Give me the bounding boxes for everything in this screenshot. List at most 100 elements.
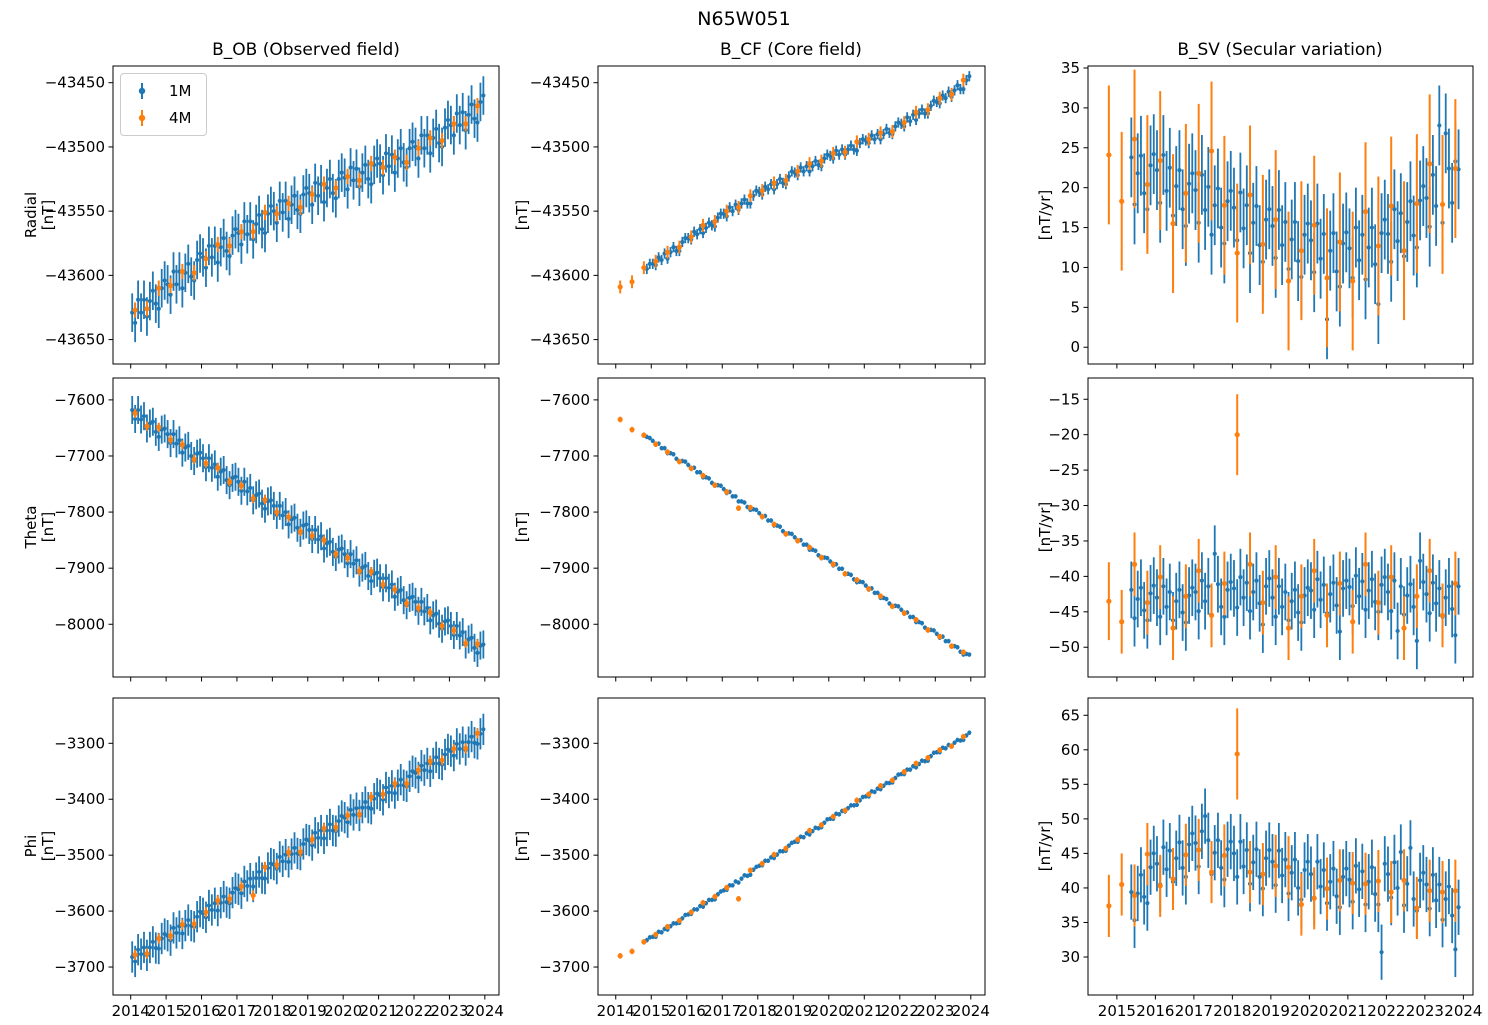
svg-text:−20: −20 [1048,426,1080,444]
svg-text:−30: −30 [1048,497,1080,515]
svg-text:40: 40 [1061,879,1080,897]
svg-text:2023: 2023 [430,1002,468,1020]
svg-text:−8000: −8000 [54,615,105,633]
svg-text:−7900: −7900 [539,559,590,577]
svg-text:65: 65 [1061,706,1080,724]
svg-text:−43450: −43450 [45,74,105,92]
series-4m-theta-ob [132,408,481,649]
svg-text:2016: 2016 [668,1002,706,1020]
svg-text:2018: 2018 [1213,1002,1251,1020]
svg-text:−3700: −3700 [54,958,105,976]
svg-text:30: 30 [1061,948,1080,966]
svg-text:45: 45 [1061,844,1080,862]
svg-text:−25: −25 [1048,461,1080,479]
subplot-phi-ob: 2014201520162017201820192020202120222023… [54,697,504,1020]
svg-text:−3500: −3500 [539,846,590,864]
subplot-radial-cf: −43650 −43600 −43550 −43500 −43450 [530,65,986,369]
svg-text:−43450: −43450 [530,74,590,92]
subplot-theta-ob: −8000 −7900 −7800 −7700 −7600 [54,377,500,682]
svg-text:−7600: −7600 [539,391,590,409]
svg-text:0: 0 [1070,338,1080,356]
svg-text:−43650: −43650 [45,331,105,349]
svg-text:−3400: −3400 [539,790,590,808]
svg-text:50: 50 [1061,810,1080,828]
svg-text:−3700: −3700 [539,958,590,976]
svg-text:2021: 2021 [845,1002,883,1020]
legend-label-1m: 1M [169,82,192,100]
svg-text:−7800: −7800 [539,503,590,521]
svg-text:2018: 2018 [253,1002,291,1020]
svg-text:2021: 2021 [1329,1002,1367,1020]
svg-text:−7600: −7600 [54,391,105,409]
svg-text:35: 35 [1061,913,1080,931]
svg-text:2020: 2020 [810,1002,848,1020]
series-4m-theta-cf [617,416,967,656]
series-1m-radial-sv [1129,85,1461,360]
series-1m-phi-ob [130,713,486,978]
svg-text:5: 5 [1070,298,1080,316]
svg-text:−7900: −7900 [54,559,105,577]
series-4m-theta-sv [1106,394,1458,660]
svg-text:2017: 2017 [218,1002,256,1020]
svg-text:−43650: −43650 [530,331,590,349]
svg-text:2015: 2015 [147,1002,185,1020]
svg-text:20: 20 [1061,179,1080,197]
series-4m-phi-cf [617,733,967,959]
svg-text:−3500: −3500 [54,846,105,864]
svg-text:35: 35 [1061,59,1080,77]
svg-text:−35: −35 [1048,532,1080,550]
svg-text:−43600: −43600 [530,266,590,284]
svg-text:2020: 2020 [1290,1002,1328,1020]
figure-title: N65W051 [697,8,791,30]
svg-text:2019: 2019 [1252,1002,1290,1020]
svg-text:15: 15 [1061,219,1080,237]
svg-text:−3600: −3600 [54,902,105,920]
subplot-radial-ob: −43650 −43600 −43550 −43500 −43450 [45,65,500,369]
svg-text:−3300: −3300 [54,734,105,752]
svg-text:−7700: −7700 [539,447,590,465]
svg-text:2021: 2021 [360,1002,398,1020]
svg-text:−3400: −3400 [54,790,105,808]
series-1m-phi-cf [644,730,972,943]
svg-text:−43600: −43600 [45,266,105,284]
svg-text:−43500: −43500 [45,138,105,156]
svg-text:−15: −15 [1048,390,1080,408]
svg-text:2018: 2018 [739,1002,777,1020]
subplot-theta-cf: −8000 −7900 −7800 −7700 −7600 [539,377,986,682]
errorbar-marker-icon [131,108,153,128]
svg-text:2022: 2022 [395,1002,433,1020]
subplot-phi-cf: 2014201520162017201820192020202120222023… [539,697,990,1020]
svg-text:−43500: −43500 [530,138,590,156]
svg-text:2024: 2024 [952,1002,990,1020]
column-title-secular-variation: B_SV (Secular variation) [1177,40,1383,60]
series-4m-radial-ob [132,98,481,318]
svg-text:2022: 2022 [1367,1002,1405,1020]
svg-text:2017: 2017 [1175,1002,1213,1020]
series-1m-theta-sv [1129,525,1461,670]
legend-label-4m: 4M [169,109,192,127]
svg-text:60: 60 [1061,741,1080,759]
series-1m-phi-sv [1129,788,1461,980]
legend-item-4m: 4M [131,108,192,128]
legend-item-1m: 1M [131,81,192,101]
subplot-phi-sv: 2015 2016 2017 2018 2019 2020 2021 2022 2023 2024… [1061,697,1482,1020]
svg-text:2024: 2024 [1444,1002,1482,1020]
series-1m-radial-cf [644,71,972,275]
svg-text:2019: 2019 [289,1002,327,1020]
svg-text:2020: 2020 [324,1002,362,1020]
series-4m-radial-sv [1106,69,1458,351]
svg-text:2024: 2024 [466,1002,504,1020]
svg-text:2015: 2015 [632,1002,670,1020]
column-title-observed-field: B_OB (Observed field) [212,40,400,60]
svg-text:−43550: −43550 [45,202,105,220]
series-1m-radial-ob [130,76,486,343]
series-1m-theta-ob [130,395,486,667]
series-4m-radial-cf [617,73,967,294]
svg-text:2016: 2016 [182,1002,220,1020]
series-4m-phi-sv [1106,708,1458,940]
legend: 1M 4M [120,73,207,136]
svg-text:2019: 2019 [774,1002,812,1020]
svg-text:−40: −40 [1048,567,1080,585]
